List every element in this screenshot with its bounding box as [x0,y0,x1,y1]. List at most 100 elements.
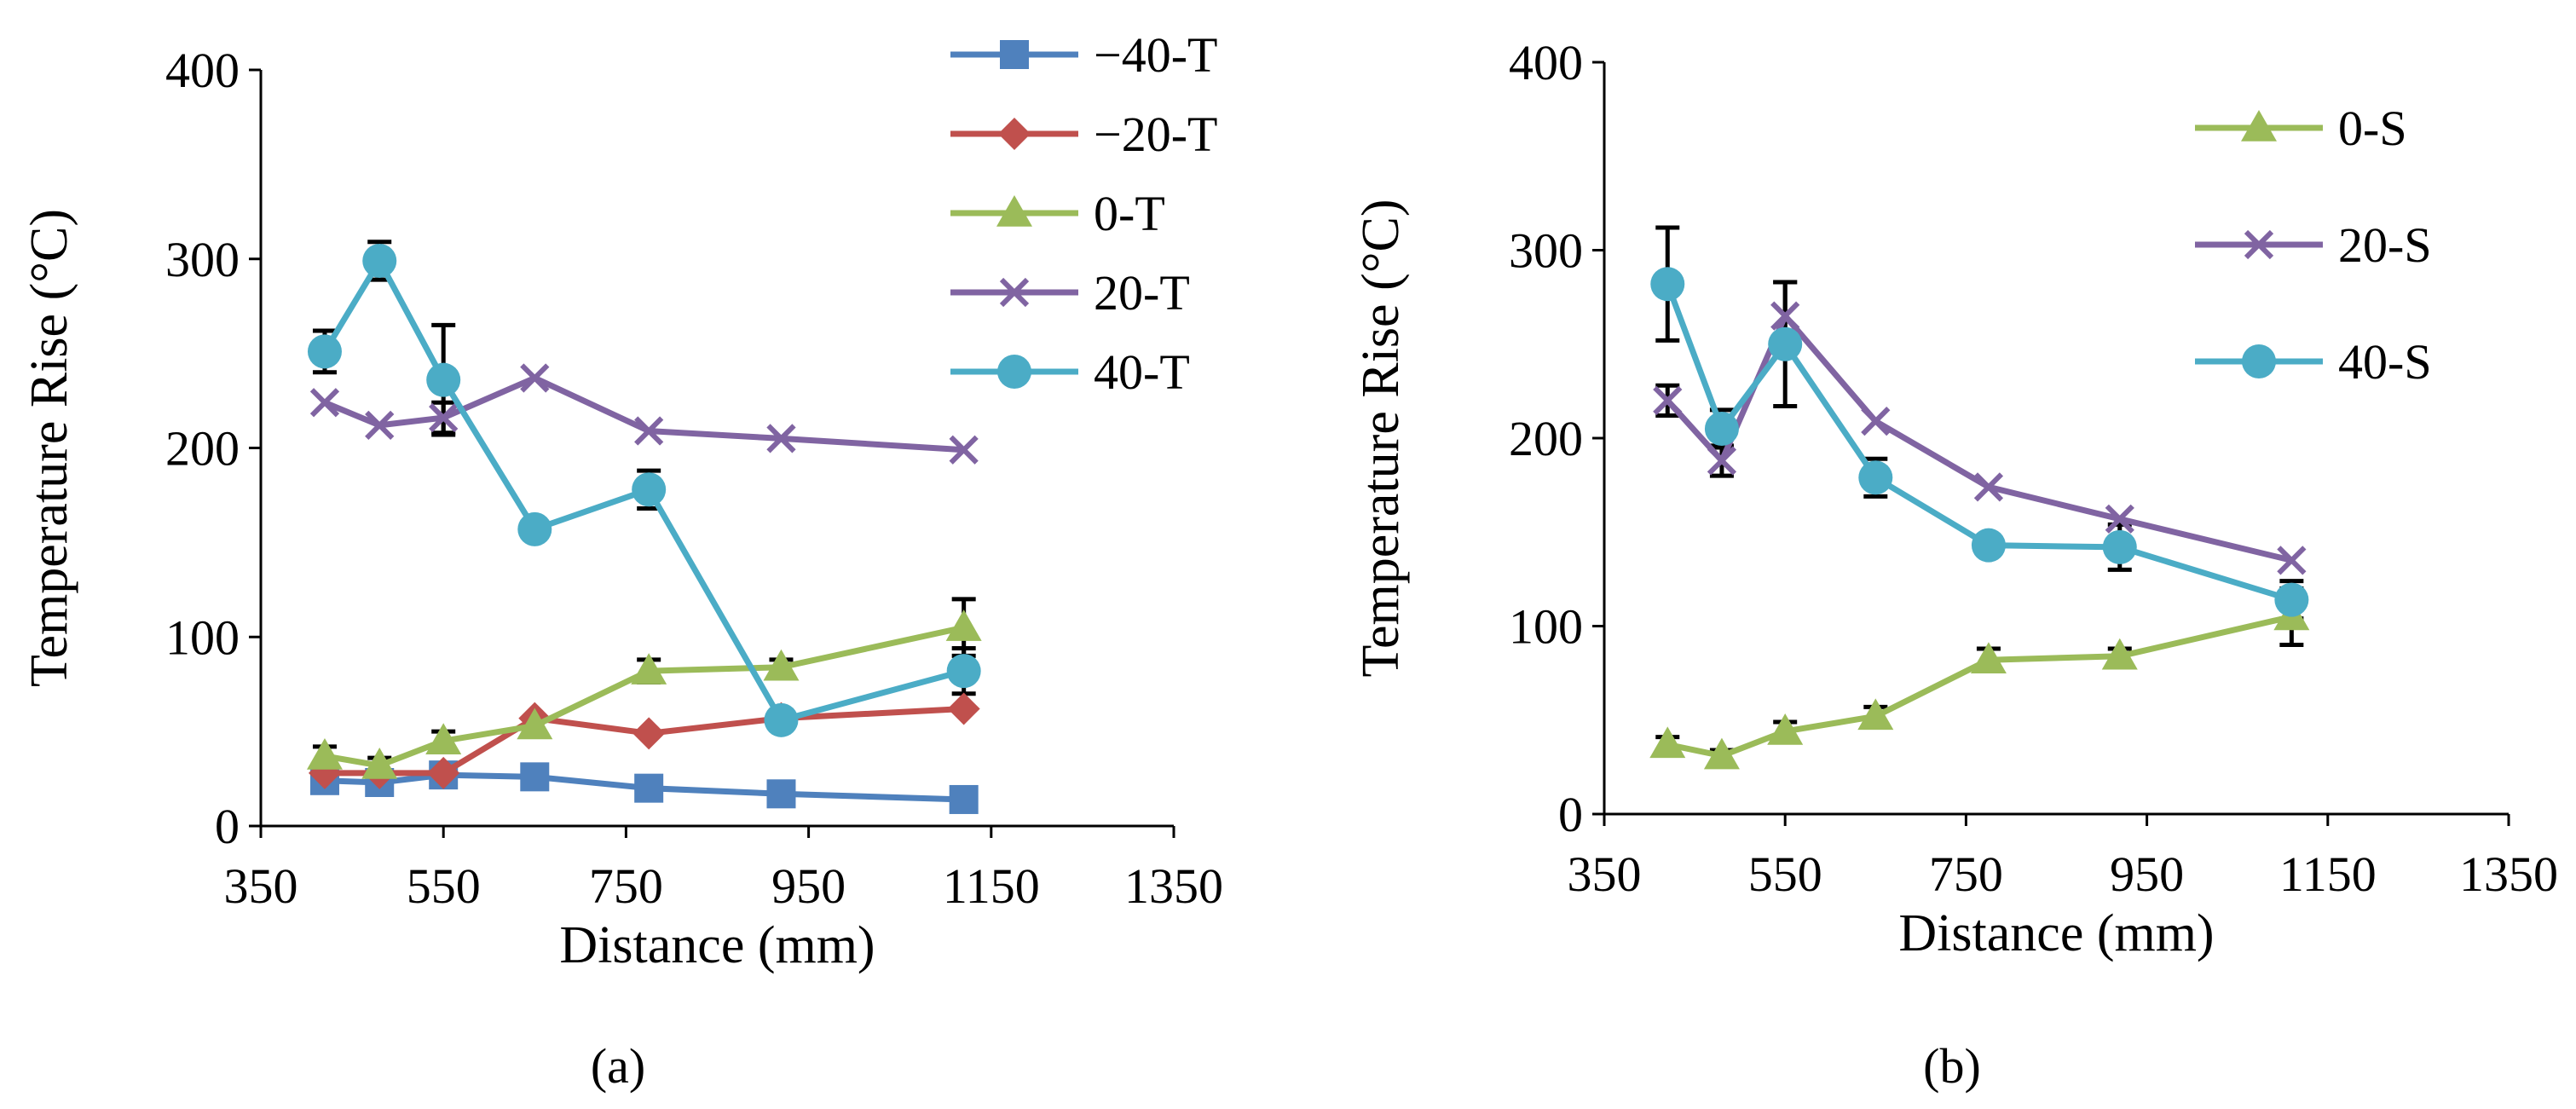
chart-b-legend-marker-0 [2241,110,2277,142]
chart-b-legend-label-0: 0-S [2338,101,2407,156]
chart-a-series-1-point-2 [427,756,460,789]
chart-a-xtick-label-4: 1150 [943,858,1040,914]
chart-a-ytick-label-1: 100 [165,609,240,665]
chart-b-series-1-point-5 [2105,504,2134,534]
chart-a-xtick-label-5: 1350 [1124,858,1223,914]
chart-a-series-3-point-1-stroke-2 [365,410,395,441]
chart-b-series-1-point-2 [1770,301,1800,331]
chart-a-legend-marker-0 [1000,40,1029,69]
chart-b-series-1-point-1 [1707,446,1737,476]
chart-a-series-0-point-5 [766,779,796,809]
chart-a-legend-item-3: 20-T [950,265,1190,321]
chart-a-series-4-point-5 [764,702,799,737]
chart-b-series-2-point-1 [1704,411,1739,446]
chart-b-legend-marker-1-stroke-2 [2244,229,2274,260]
chart-b-series-1-point-4-stroke-2 [1973,472,2004,502]
chart-b-series-2-point-2 [1768,326,1803,361]
chart-a-series-4-point-3 [517,511,552,546]
chart-a-legend-marker-3-stroke-2 [999,277,1030,308]
chart-a-xtick-label-0: 350 [224,858,298,914]
chart-b-xtick-label-4: 1150 [2279,846,2377,902]
chart-a-legend-label-4: 40-T [1094,344,1190,400]
chart-b-series-0-line [1666,614,2293,760]
chart-a-legend-item-0: −40-T [950,27,1217,83]
chart-b-series-1-point-3-stroke-2 [1861,407,1891,436]
chart-a-series-4-point-0 [307,334,342,369]
chart-a-series-3-point-3-stroke-2 [520,363,550,393]
chart-b-x-axis-title: Distance (mm) [1898,904,2214,962]
chart-a-legend-marker-2 [996,195,1032,227]
chart-b-ytick-label-3: 300 [1509,223,1583,279]
chart-a-series-4-point-2 [426,362,461,397]
chart-b-legend-label-2: 40-S [2338,334,2432,390]
chart-b-series-2-point-5 [2102,529,2137,564]
chart-a-series-0-point-4 [634,773,664,803]
chart-a-ytick-label-3: 300 [165,232,240,287]
chart-a-series-2-point-6 [945,609,982,641]
chart-b-series-0-point-1 [1703,737,1740,770]
chart-a-series-4-point-1 [362,243,397,278]
chart-b-legend-item-1: 20-S [2195,217,2432,273]
chart-a-legend-label-1: −20-T [1094,107,1217,162]
chart-a-legend-label-2: 0-T [1094,186,1165,241]
chart-b-legend-marker-1 [2244,229,2274,260]
chart-a-xtick-label-2: 750 [589,858,663,914]
chart-a-series-3-point-0-stroke-2 [309,388,340,418]
chart-b-legend-item-2: 40-S [2195,334,2432,390]
chart-b-legend-marker-2 [2242,344,2276,378]
chart-a-series-3-point-1 [365,410,395,441]
chart-a-series-3-point-2-stroke-2 [429,402,459,433]
chart-a-series-3-point-4 [634,416,664,446]
chart-a-ytick-label-0: 0 [215,799,240,854]
chart-a-legend-marker-3 [999,277,1030,308]
chart-b-ytick-label-1: 100 [1509,599,1583,655]
chart-a-x-axis-title: Distance (mm) [559,916,875,974]
chart-b-series-0-point-2 [1767,713,1804,745]
chart-b-series-1-line [1665,313,2293,563]
chart-b-series-1-point-1-stroke-2 [1707,446,1737,476]
chart-a-series-3-point-6 [949,435,979,465]
chart-b-xtick-label-1: 550 [1748,846,1822,902]
chart-a-series-3-point-0 [309,388,340,418]
chart-b-series-2-point-6 [2274,582,2309,617]
chart-b-legend-item-0: 0-S [2195,101,2407,156]
chart-a-legend-label-0: −40-T [1094,27,1217,83]
chart-a-series-3-point-3 [520,363,550,393]
chart-b-legend-label-1: 20-S [2338,217,2432,273]
chart-b-series-1-point-6 [2277,546,2307,575]
panel-label-b: (b) [1923,1038,1981,1094]
chart-a-legend-label-3: 20-T [1094,265,1190,321]
chart-a-legend-marker-1 [998,118,1031,150]
chart-b-series-0-point-3 [1857,698,1894,731]
chart-b-y-axis-title: Temperature Rise (°C) [1352,199,1410,677]
chart-a-series-3-point-5-stroke-2 [766,424,796,453]
chart-a-series-2-point-2 [425,723,462,754]
chart-a-series-1-point-6 [947,692,980,725]
chart-a-series-4-point-4 [632,472,667,507]
chart-a-series-0-point-6 [949,784,979,814]
chart-a-legend-marker-4 [997,355,1031,389]
chart-a: 0 100 200 300 400 350 550 750 950 1150 1350 Distanc… [20,27,1223,974]
chart-b-ytick-label-2: 200 [1509,411,1583,466]
chart-b: 0 100 200 300 400 350 550 750 950 1150 1350 Distanc… [1352,35,2558,962]
chart-b-series-0-point-0 [1649,726,1686,759]
chart-a-series-2-point-3 [517,708,553,740]
chart-b-xtick-label-2: 750 [1929,846,2003,902]
chart-b-xtick-label-0: 350 [1568,846,1642,902]
chart-b-ytick-label-0: 0 [1558,787,1583,842]
chart-b-xtick-label-3: 950 [2110,846,2184,902]
chart-b-ytick-label-4: 400 [1509,35,1583,90]
chart-b-series-0-point-4 [1970,642,2007,673]
chart-a-series-4-point-6 [946,654,981,689]
chart-a-xtick-label-1: 550 [407,858,481,914]
chart-b-series-2-point-4 [1971,528,2006,563]
chart-b-series-1-point-2-stroke-2 [1770,301,1800,331]
chart-b-series-1-point-5-stroke-2 [2105,504,2134,534]
chart-a-series-3-point-2 [429,402,459,433]
chart-b-series-1-point-0-stroke-2 [1653,385,1683,416]
chart-b-series-0-point-5 [2101,638,2138,670]
chart-a-ytick-label-4: 400 [165,43,240,98]
chart-a-series-2-point-1 [361,748,398,779]
chart-a-xtick-label-3: 950 [771,858,846,914]
